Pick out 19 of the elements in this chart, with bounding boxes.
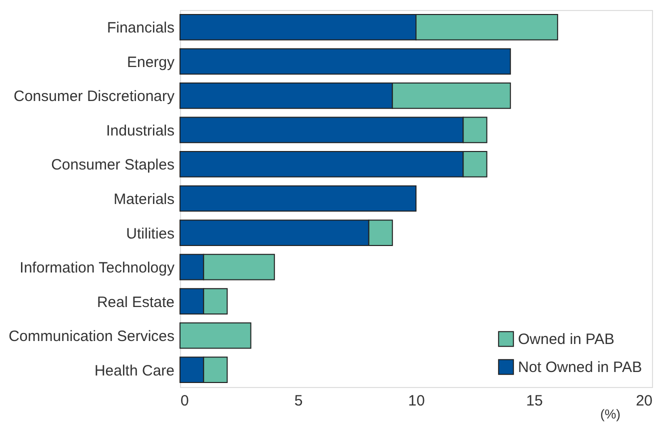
x-axis-title: (%) bbox=[600, 406, 620, 422]
y-tick-label: Information Technology bbox=[20, 260, 175, 277]
y-tick-label: Communication Services bbox=[8, 328, 174, 346]
x-tick-label: 5 bbox=[294, 392, 303, 410]
legend-label: Not Owned in PAB bbox=[518, 359, 642, 376]
x-tick-label: 0 bbox=[180, 392, 189, 410]
y-tick-label: Consumer Discretionary bbox=[14, 88, 175, 106]
y-tick-label: Utilities bbox=[126, 225, 174, 242]
y-tick-label: Consumer Staples bbox=[51, 156, 174, 174]
y-tick-label: Energy bbox=[126, 54, 175, 71]
y-tick-label: Real Estate bbox=[96, 294, 174, 311]
legend-label: Owned in PAB bbox=[518, 331, 614, 348]
y-tick-label: Health Care bbox=[94, 362, 174, 380]
y-tick-label: Materials bbox=[114, 191, 174, 208]
y-tick-label: Financials bbox=[106, 20, 174, 37]
x-tick-label: 15 bbox=[526, 392, 543, 410]
x-tick-label: 20 bbox=[636, 392, 652, 410]
y-tick-label: Industrials bbox=[106, 122, 174, 140]
x-tick-label: 10 bbox=[408, 392, 425, 410]
